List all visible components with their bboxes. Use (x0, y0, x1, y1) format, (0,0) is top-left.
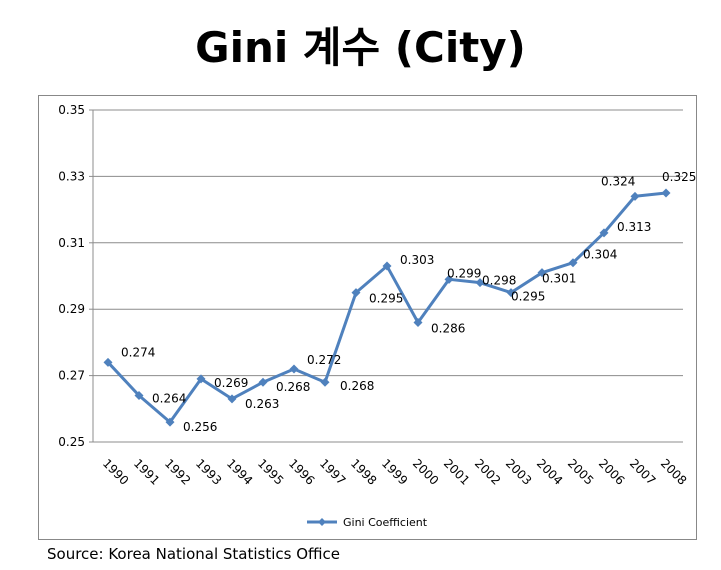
y-tick-label: 0.35 (58, 103, 85, 117)
data-label: 0.295 (369, 292, 403, 306)
series-line-path (106, 191, 667, 424)
series-line (106, 191, 667, 424)
x-tick-label: 2007 (627, 456, 658, 487)
data-point (227, 394, 237, 404)
chart-area: 0.25 0.27 0.29 0.31 0.33 0.35 1990 1991 1992 199… (38, 95, 697, 540)
gridlines (89, 109, 683, 443)
y-tick-label: 0.31 (58, 236, 85, 250)
data-point (413, 317, 423, 327)
y-tick-label: 0.27 (58, 369, 85, 383)
legend: Gini Coefficient (307, 516, 428, 529)
data-point (103, 357, 113, 367)
x-tick-label: 2003 (503, 456, 534, 487)
data-label: 0.301 (542, 272, 576, 286)
data-point (475, 278, 485, 288)
data-point (351, 288, 361, 298)
data-label: 0.286 (431, 321, 465, 335)
line-chart: 0.250.270.290.310.330.35 1990 1991 1992 199… (58, 103, 696, 529)
source-note: Source: Korea National Statistics Office (47, 545, 341, 563)
data-label: 0.303 (400, 253, 434, 267)
data-point (444, 274, 454, 284)
x-tick-label: 1997 (317, 456, 348, 487)
y-tick-label: 0.29 (58, 302, 85, 316)
x-tick-label: 1993 (193, 456, 224, 487)
data-label: 0.313 (617, 220, 651, 234)
x-tick-label: 2001 (441, 456, 472, 487)
data-label: 0.304 (583, 248, 617, 262)
data-point (568, 258, 578, 268)
data-label: 0.295 (511, 290, 545, 304)
data-point (537, 268, 547, 278)
data-point (134, 391, 144, 401)
data-point (320, 377, 330, 387)
page-title: Gini 계수 (City) (195, 23, 526, 72)
x-tick-label: 1994 (224, 456, 255, 487)
data-point (661, 188, 671, 198)
y-tick-label: 0.25 (58, 435, 85, 449)
x-tick-label: 1990 (100, 456, 131, 487)
data-label: 0.274 (121, 345, 155, 359)
x-tick-label: 2000 (410, 456, 441, 487)
data-labels: 0.274 0.264 0.256 0.269 0.263 0.268 0.272 0.268… (121, 170, 696, 434)
data-label: 0.269 (214, 376, 248, 390)
x-tick-label: 2004 (534, 456, 565, 487)
x-tick-label: 2006 (596, 456, 627, 487)
legend-marker (318, 518, 326, 526)
data-point (196, 374, 206, 384)
data-point (382, 261, 392, 271)
data-point (289, 364, 299, 374)
data-label: 0.268 (276, 380, 310, 394)
data-point (630, 191, 640, 201)
data-label: 0.264 (152, 392, 186, 406)
legend-label: Gini Coefficient (343, 516, 428, 529)
data-label: 0.299 (447, 266, 481, 280)
data-point (599, 228, 609, 238)
x-tick-label: 2008 (658, 456, 689, 487)
x-tick-label: 1995 (255, 456, 286, 487)
y-tick-label: 0.33 (58, 169, 85, 183)
data-label: 0.268 (340, 379, 374, 393)
y-axis-ticks: 0.25 0.27 0.29 0.31 0.33 0.35 (58, 103, 85, 449)
x-axis-ticks: 1990 1991 1992 1993 1994 1995 1996 1997 1998 1999… (100, 456, 689, 487)
x-tick-label: 2005 (565, 456, 596, 487)
x-tick-label: 1992 (162, 456, 193, 487)
data-point (506, 288, 516, 298)
data-label: 0.256 (183, 420, 217, 434)
x-tick-label: 1996 (286, 456, 317, 487)
data-label: 0.325 (662, 170, 696, 184)
data-label: 0.324 (601, 174, 635, 188)
x-tick-label: 1991 (131, 456, 162, 487)
x-tick-label: 1999 (379, 456, 410, 487)
data-label: 0.263 (245, 397, 279, 411)
data-label: 0.272 (307, 353, 341, 367)
x-tick-label: 1998 (348, 456, 379, 487)
x-tick-label: 2002 (472, 456, 503, 487)
data-point (258, 377, 268, 387)
data-label: 0.298 (482, 274, 516, 288)
series-markers (103, 188, 671, 427)
data-point (165, 417, 175, 427)
